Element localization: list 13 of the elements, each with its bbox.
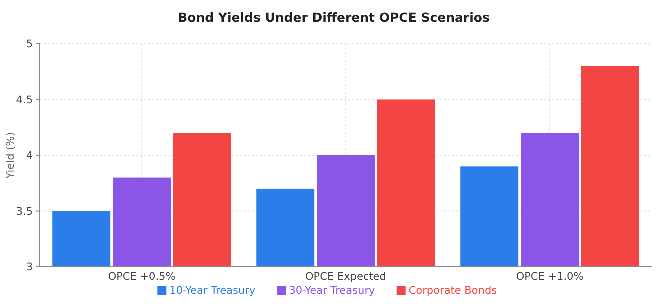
legend-label: 30-Year Treasury xyxy=(289,285,376,297)
legend-label: Corporate Bonds xyxy=(408,285,498,297)
chart-title: Bond Yields Under Different OPCE Scenarios xyxy=(178,10,490,25)
y-tick-label: 5 xyxy=(26,38,33,51)
y-tick-label: 4 xyxy=(26,150,34,162)
y-tick-label: 3 xyxy=(26,262,33,274)
x-tick-label: OPCE +0.5% xyxy=(108,271,176,283)
legend-label: 10-Year Treasury xyxy=(170,285,256,297)
y-tick-label: 3.5 xyxy=(16,206,33,218)
y-tick-label: 4.5 xyxy=(16,94,33,106)
x-tick-label: OPCE Expected xyxy=(306,271,386,283)
y-axis-title: Yield (%) xyxy=(5,132,17,180)
x-tick-label: OPCE +1.0% xyxy=(516,271,584,283)
